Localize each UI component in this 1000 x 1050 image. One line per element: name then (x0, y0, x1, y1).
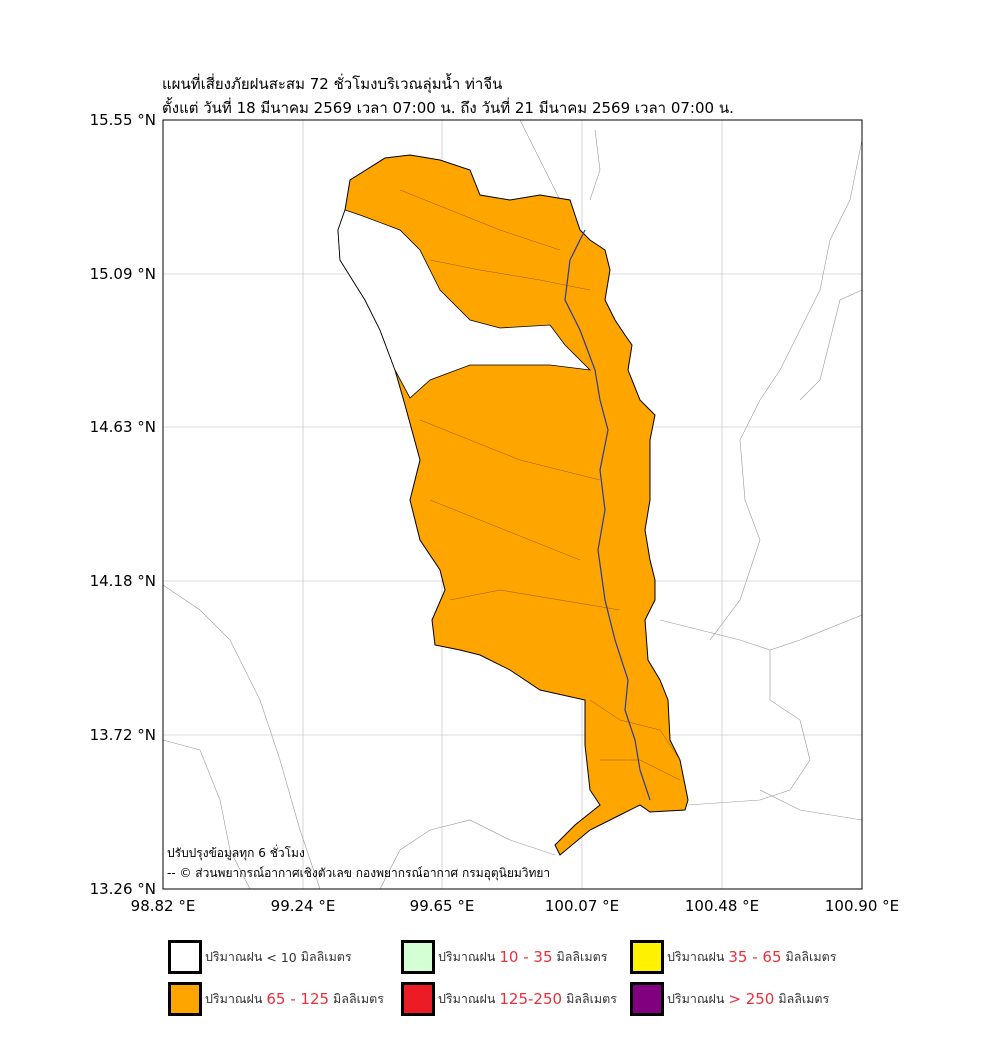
legend-prefix: ปริมาณฝน (205, 949, 263, 964)
legend-unit: มิลลิเมตร (566, 991, 617, 1006)
y-tick: 15.55 °N (89, 111, 156, 129)
y-tick: 14.18 °N (89, 572, 156, 590)
map-subtitle: ตั้งแต่ วันที่ 18 มีนาคม 2569 เวลา 07:00… (162, 99, 734, 117)
legend-unit: มิลลิเมตร (300, 949, 352, 964)
map-title: แผนที่เสี่ยงภัยฝนสะสม 72 ชั่วโมงบริเวณลุ… (162, 75, 503, 93)
legend-item: ปริมาณฝน 125-250 มิลลิเมตร (401, 982, 617, 1016)
x-tick: 99.24 °E (270, 897, 336, 915)
legend-unit: มิลลิเมตร (556, 949, 608, 964)
legend-item: ปริมาณฝน > 250 มิลลิเมตร (630, 982, 829, 1016)
legend-range: 10 - 35 (499, 948, 553, 966)
subbasin-lines (399, 189, 681, 781)
legend-swatch (401, 982, 435, 1016)
legend-range: 65 - 125 (266, 990, 330, 1008)
legend-swatch (630, 982, 664, 1016)
y-tick: 13.26 °N (89, 880, 156, 898)
y-tick: 15.09 °N (89, 265, 156, 283)
legend-prefix: ปริมาณฝน (438, 949, 496, 964)
legend-unit: มิลลิเมตร (778, 991, 830, 1006)
legend-unit: มิลลิเมตร (785, 949, 837, 964)
legend-prefix: ปริมาณฝน (438, 991, 496, 1006)
legend-unit: มิลลิเมตร (333, 991, 384, 1006)
y-tick: 13.72 °N (89, 726, 156, 744)
legend-swatch (168, 940, 202, 974)
y-tick: 14.63 °N (89, 418, 156, 436)
legend-swatch (401, 940, 435, 974)
legend-prefix: ปริมาณฝน (667, 991, 725, 1006)
credit-note: -- © ส่วนพยากรณ์อากาศเชิงตัวเลข กองพยากร… (167, 866, 551, 880)
legend-prefix: ปริมาณฝน (205, 991, 263, 1006)
basin-white-region (337, 209, 592, 399)
legend-prefix: ปริมาณฝน (667, 949, 725, 964)
province-boundaries (162, 119, 863, 890)
x-tick: 100.07 °E (544, 897, 620, 915)
x-tick: 100.48 °E (684, 897, 760, 915)
tha-chin-river (564, 229, 651, 801)
legend-range: > 250 (728, 990, 775, 1008)
legend-range: < 10 (266, 949, 297, 965)
legend-range: 35 - 65 (728, 948, 782, 966)
legend-item: ปริมาณฝน < 10 มิลลิเมตร (168, 940, 352, 974)
legend-swatch (630, 940, 664, 974)
map-frame (162, 119, 863, 890)
x-tick: 99.65 °E (409, 897, 475, 915)
update-note: ปรับปรุงข้อมูลทุก 6 ชั่วโมง (167, 846, 305, 860)
legend-range: 125-250 (499, 990, 563, 1008)
x-tick: 100.90 °E (824, 897, 900, 915)
legend-item: ปริมาณฝน 65 - 125 มิลลิเมตร (168, 982, 384, 1016)
legend-item: ปริมาณฝน 35 - 65 มิลลิเมตร (630, 940, 836, 974)
legend-swatch (168, 982, 202, 1016)
x-tick: 98.82 °E (130, 897, 196, 915)
legend-item: ปริมาณฝน 10 - 35 มิลลิเมตร (401, 940, 607, 974)
